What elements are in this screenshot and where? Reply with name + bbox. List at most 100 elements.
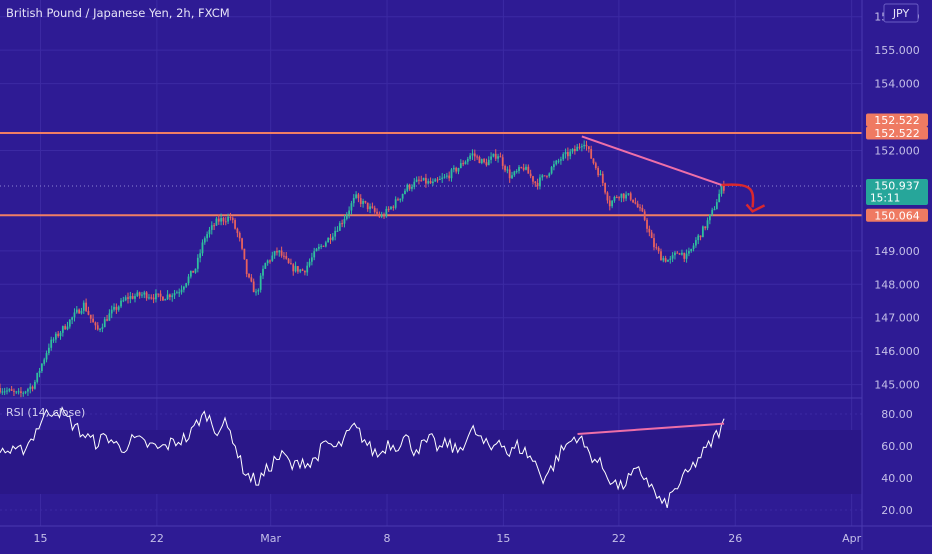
candle-body (196, 257, 199, 269)
candle-body (283, 255, 285, 257)
candle-body (445, 175, 448, 177)
candle-body (408, 184, 411, 189)
candle-body (639, 207, 641, 209)
candle-body (6, 390, 8, 392)
candle-body (297, 266, 299, 272)
time-axis[interactable]: 15 22 Mar 8 15 22 26 Apr (34, 532, 862, 545)
candle-body (73, 312, 76, 318)
candle-body (494, 153, 497, 159)
candle-body (150, 297, 153, 299)
candle-body (390, 206, 392, 209)
candle-body (606, 192, 609, 201)
candle-body (385, 208, 388, 217)
candle-body (357, 194, 360, 199)
candle-body (490, 156, 492, 160)
candle-body (34, 381, 36, 389)
rsi-trend-line[interactable] (577, 422, 725, 435)
candle-body (120, 300, 122, 307)
currency-badge[interactable]: JPY (883, 3, 919, 23)
candle-body (483, 159, 485, 163)
candle-body (317, 246, 320, 249)
candle-body (143, 292, 146, 295)
time-tick-label: Mar (260, 532, 281, 545)
candle-body (248, 273, 250, 278)
candle-body (560, 159, 562, 161)
candle-body (173, 293, 176, 296)
drawings[interactable] (581, 135, 766, 213)
candle-body (469, 155, 472, 159)
candle-body (646, 219, 648, 229)
candle-body (294, 266, 297, 272)
candle-body (576, 146, 579, 152)
candle-body (315, 248, 318, 252)
candle-body (520, 167, 523, 169)
rsi-overbought-oversold-band (0, 430, 862, 494)
rsi-axis[interactable]: 20.00 40.00 60.00 80.00 (881, 408, 913, 517)
candle-body (713, 209, 716, 211)
candle-body (47, 347, 50, 354)
price-trend-line[interactable] (581, 135, 722, 186)
candle-body (87, 310, 90, 315)
candle-body (136, 292, 139, 297)
candle-body (555, 160, 558, 165)
candle-body (155, 293, 157, 300)
price-tick-label: 146.000 (874, 345, 920, 358)
candle-body (338, 223, 341, 231)
candle-body (285, 256, 288, 259)
candle-body (634, 202, 637, 204)
candle-body (448, 175, 451, 179)
candle-body (1, 391, 4, 393)
candle-body (108, 313, 111, 321)
candle-body (192, 270, 195, 273)
candle-body (476, 156, 479, 158)
candle-body (569, 151, 572, 157)
candle-body (189, 270, 192, 277)
badge-price-label: 152.522 (874, 127, 920, 140)
candle-body (50, 339, 53, 348)
badge-countdown-label: 15:11 (870, 193, 900, 205)
candle-body (355, 194, 357, 198)
candle-body (471, 153, 474, 156)
candle-body (429, 181, 432, 184)
rsi-tick-label: 80.00 (881, 408, 913, 421)
currency-badge-frame (883, 3, 919, 23)
rsi-line (0, 406, 725, 509)
candle-body (178, 292, 181, 294)
candle-body (585, 144, 588, 147)
candle-body (720, 184, 723, 194)
candle-body (618, 197, 620, 199)
horizontal-levels[interactable] (0, 132, 862, 217)
candle-body (164, 299, 167, 301)
candle-body (224, 221, 227, 223)
candle-body (522, 167, 525, 170)
candle-body (676, 252, 679, 254)
candle-body (313, 251, 316, 258)
candle-body (234, 220, 236, 229)
price-tick-label: 155.000 (874, 44, 920, 57)
candle-body (303, 270, 306, 273)
candle-body (620, 193, 623, 198)
candle-body (229, 217, 232, 219)
candle-body (690, 248, 693, 252)
candle-body (331, 236, 334, 240)
candle-body (406, 184, 409, 191)
rsi-tick-label: 60.00 (881, 440, 913, 453)
candle-body (345, 214, 348, 219)
candle-body (667, 259, 669, 262)
candle-body (632, 199, 634, 203)
candle-body (27, 389, 29, 392)
candle-body (141, 294, 143, 296)
candle-body (704, 226, 707, 229)
candle-body (17, 391, 20, 393)
time-tick-label: 26 (728, 532, 742, 545)
candle-body (366, 202, 369, 210)
price-tick-label: 149.000 (874, 245, 920, 258)
candle-body (543, 175, 546, 177)
candle-body (699, 235, 702, 238)
candle-body (113, 306, 115, 310)
candle-body (292, 264, 295, 272)
projection-arrow[interactable] (721, 183, 755, 208)
candle-body (683, 252, 686, 259)
projection-arrow-head (745, 203, 766, 213)
